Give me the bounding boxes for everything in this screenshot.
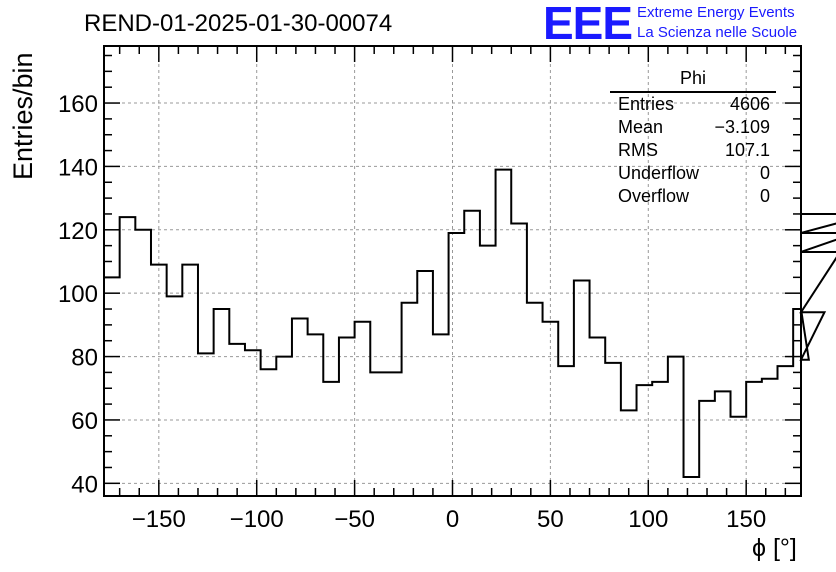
y-axis-label: Entries/bin [8,52,38,180]
stats-row-entries: Entries 4606 [610,93,776,116]
grid-lines [104,46,801,496]
stats-label: Mean [618,117,664,137]
y-tick-label: 140 [58,154,98,181]
x-tick-label: 150 [726,506,766,533]
x-tick-label: −100 [230,506,284,533]
stats-value: 4606 [729,94,770,114]
stats-label: Entries [618,94,675,114]
logo-line-1: Extreme Energy Events [637,4,795,21]
stats-label: Overflow [618,186,690,206]
x-tick-label: 0 [446,506,459,533]
axis-ticks [104,46,801,496]
y-tick-label: 160 [58,91,98,118]
stats-row-underflow: Underflow 0 [610,162,776,185]
y-tick-label: 40 [71,471,98,498]
tick-labels: −150 −100 −50 0 50 100 150 40 60 80 100 120 140 160 [58,91,766,533]
eee-logo: EEE [543,0,633,49]
stats-title: Phi [610,68,776,93]
stats-label: Underflow [618,163,700,183]
y-tick-label: 100 [58,281,98,308]
stats-box: Phi Entries 4606 Mean −3.109 RMS 107.1 U… [610,68,776,208]
x-tick-label: 50 [537,506,564,533]
x-tick-label: −50 [334,506,375,533]
stats-row-overflow: Overflow 0 [610,185,776,208]
x-axis-label: ϕ [°] [752,534,797,562]
stats-value: 107.1 [724,140,770,160]
x-tick-label: 100 [628,506,668,533]
x-tick-label: −150 [132,506,186,533]
y-tick-label: 60 [71,408,98,435]
stats-value: 0 [759,163,770,183]
stats-row-mean: Mean −3.109 [610,116,776,139]
chart-title: REND-01-2025-01-30-00074 [84,10,393,37]
stats-row-rms: RMS 107.1 [610,139,776,162]
stats-value: −3.109 [714,117,770,137]
y-tick-label: 80 [71,345,98,372]
y-tick-label: 120 [58,218,98,245]
histogram-series [104,168,836,478]
stats-label: RMS [618,140,658,160]
logo-line-2: La Scienza nelle Scuole [637,24,798,41]
stats-value: 0 [759,186,770,206]
